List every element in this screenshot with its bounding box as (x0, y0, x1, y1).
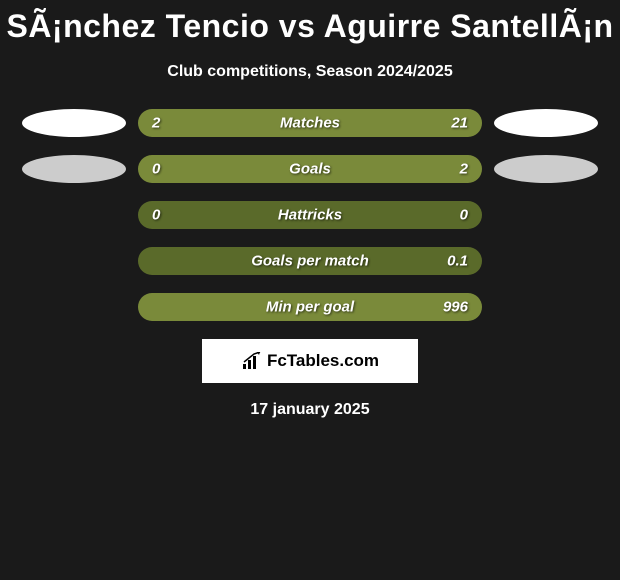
subtitle: Club competitions, Season 2024/2025 (0, 63, 620, 81)
oval-spacer (494, 201, 598, 229)
oval-spacer (22, 201, 126, 229)
stat-label: Matches (280, 115, 340, 132)
branding-text: FcTables.com (267, 351, 379, 371)
page-title: SÃ¡nchez Tencio vs Aguirre SantellÃ¡n (0, 0, 620, 45)
stat-label: Goals (289, 161, 331, 178)
right-oval (494, 155, 598, 183)
stat-row: 0 Hattricks 0 (0, 201, 620, 229)
stat-bar: 2 Matches 21 (138, 109, 482, 137)
oval-spacer (494, 293, 598, 321)
stats-container: 2 Matches 21 0 Goals 2 0 Hattricks 0 Goals per ma… (0, 109, 620, 321)
stat-right-value: 0.1 (447, 253, 468, 270)
oval-spacer (22, 293, 126, 321)
oval-spacer (494, 247, 598, 275)
stat-right-value: 21 (451, 115, 468, 132)
stat-right-value: 0 (460, 207, 468, 224)
date-text: 17 january 2025 (0, 401, 620, 419)
stat-left-value: 2 (152, 115, 160, 132)
stat-label: Hattricks (278, 207, 342, 224)
stat-left-value: 0 (152, 161, 160, 178)
stat-bar: 0 Goals 2 (138, 155, 482, 183)
stat-label: Min per goal (266, 299, 354, 316)
right-oval (494, 109, 598, 137)
stat-right-value: 2 (460, 161, 468, 178)
stat-right-value: 996 (443, 299, 468, 316)
stat-left-value: 0 (152, 207, 160, 224)
stat-bar: 0 Hattricks 0 (138, 201, 482, 229)
stat-row: Min per goal 996 (0, 293, 620, 321)
stat-row: 2 Matches 21 (0, 109, 620, 137)
stat-label: Goals per match (251, 253, 369, 270)
stat-row: Goals per match 0.1 (0, 247, 620, 275)
left-oval (22, 155, 126, 183)
stat-bar: Min per goal 996 (138, 293, 482, 321)
oval-spacer (22, 247, 126, 275)
stat-row: 0 Goals 2 (0, 155, 620, 183)
chart-icon (241, 352, 263, 370)
stat-bar: Goals per match 0.1 (138, 247, 482, 275)
branding-box: FcTables.com (202, 339, 418, 383)
left-oval (22, 109, 126, 137)
branding-inner: FcTables.com (241, 351, 379, 371)
